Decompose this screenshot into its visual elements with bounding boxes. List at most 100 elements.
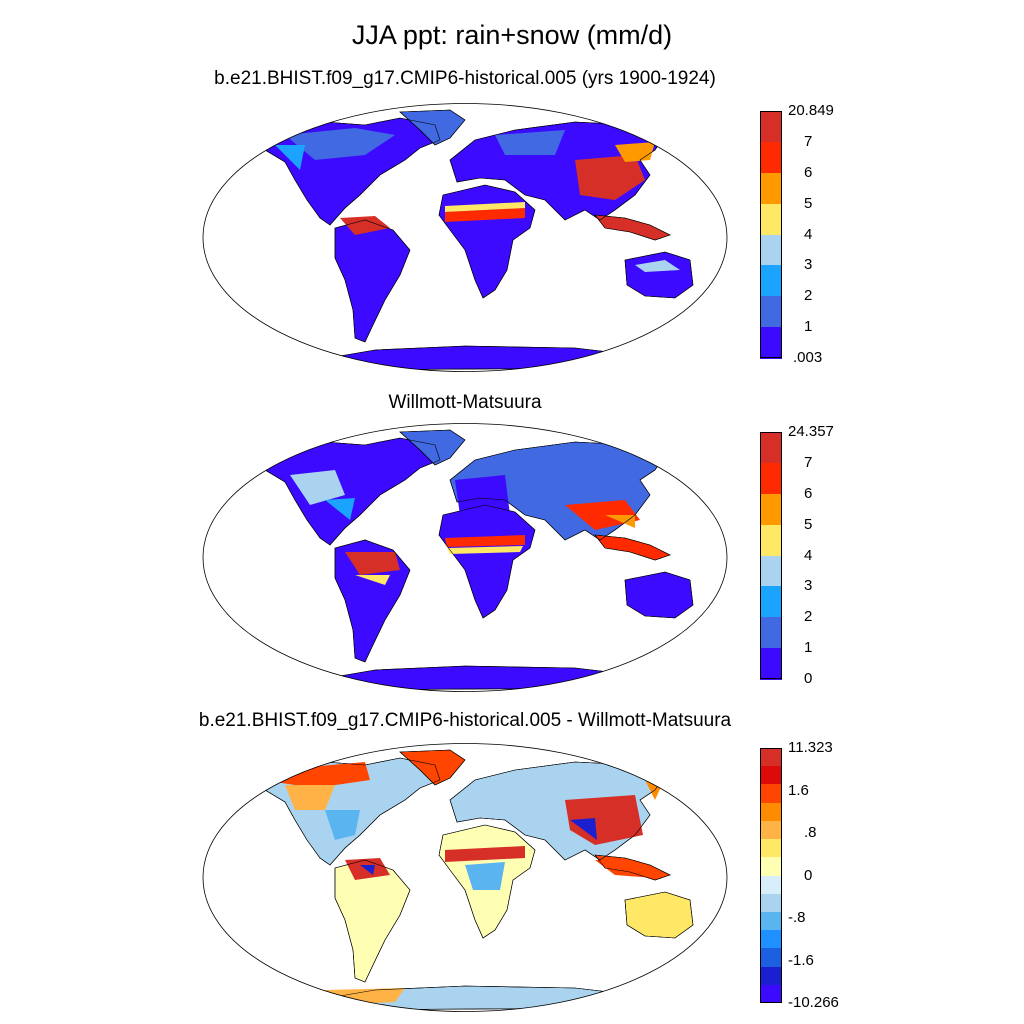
colorbar-swatch: [760, 617, 782, 649]
coastline-namerica: [249, 757, 441, 866]
precip-region: [465, 862, 505, 890]
colorbar-swatch: [760, 265, 782, 297]
panel-title-model: b.e21.BHIST.f09_g17.CMIP6-historical.005…: [214, 68, 716, 89]
coastline-eurasia: [449, 121, 666, 221]
colorbar-border: [760, 748, 782, 1003]
precip-region: [290, 470, 345, 505]
precip-region: [445, 846, 525, 862]
colorbar-swatch: [760, 784, 782, 804]
colorbar-obs: [760, 432, 782, 680]
colorbar-swatch: [760, 203, 782, 235]
precip-region: [570, 818, 597, 840]
continent-seasia: [594, 534, 671, 561]
map-land-layer: [249, 749, 694, 1011]
colorbar-label: 0: [804, 866, 813, 884]
colorbar-swatch: [760, 802, 782, 822]
precip-region: [495, 130, 565, 155]
colorbar-border: [760, 432, 782, 679]
continent-australia: [624, 891, 694, 939]
map-land-layer: [249, 109, 694, 371]
colorbar-swatch: [760, 296, 782, 328]
colorbar-diff: [760, 748, 782, 1004]
colorbar-swatch: [760, 839, 782, 858]
colorbar-label: 4: [804, 225, 813, 243]
coastline-africa: [438, 184, 536, 299]
colorbar-swatch: [760, 432, 782, 464]
colorbar-swatch: [760, 766, 782, 785]
colorbar-swatch: [760, 493, 782, 526]
panel-title-diff: b.e21.BHIST.f09_g17.CMIP6-historical.005…: [198, 710, 732, 731]
precip-region: [445, 202, 525, 212]
map-projection-border: [202, 423, 728, 692]
colorbar-swatch: [760, 327, 782, 359]
continent-samerica: [334, 219, 411, 343]
colorbar-label: -10.266: [788, 994, 839, 1011]
colorbar-label: 2: [804, 608, 813, 626]
coastline-australia: [624, 891, 694, 939]
precip-region: [635, 260, 680, 272]
colorbar-swatch: [760, 875, 782, 895]
map-projection-border: [202, 743, 728, 1012]
precip-region: [455, 475, 510, 515]
coastline-seasia: [594, 854, 671, 881]
colorbar-swatch: [760, 748, 782, 767]
coastline-greenland: [399, 429, 466, 466]
precip-region: [325, 498, 355, 520]
precip-region: [605, 515, 635, 528]
colorbar-swatch: [760, 966, 782, 986]
colorbar-swatch: [760, 586, 782, 618]
coastline-eurasia: [449, 761, 666, 861]
colorbar-label: 0: [804, 670, 813, 687]
colorbar-label: 24.357: [788, 423, 834, 440]
colorbar-model: [760, 111, 782, 359]
precip-region: [340, 216, 390, 235]
colorbar-swatch: [760, 648, 782, 680]
continent-antarctica: [304, 665, 651, 691]
map-land-layer: [249, 429, 694, 691]
colorbar-label: 6: [804, 163, 813, 181]
colorbar-label: 4: [804, 546, 813, 564]
colorbar-swatch: [760, 984, 782, 1004]
colorbar-swatch: [760, 930, 782, 949]
colorbar-swatch: [760, 462, 782, 495]
precip-region: [355, 575, 390, 585]
world-map-model: [202, 103, 728, 372]
precip-region: [565, 500, 640, 530]
precip-region: [285, 128, 395, 160]
coastline-africa: [438, 504, 536, 619]
precip-region: [325, 810, 360, 840]
panel-title-obs: Willmott-Matsuura: [388, 392, 542, 413]
colorbar-label: 3: [804, 577, 813, 595]
coastline-seasia: [594, 214, 671, 241]
colorbar-label: 20.849: [788, 102, 834, 119]
colorbar-label: 1.6: [788, 781, 809, 799]
colorbar-label: .8: [804, 824, 817, 841]
colorbar-swatch: [760, 555, 782, 587]
colorbar-label: 6: [804, 484, 813, 502]
coastline-samerica: [334, 219, 411, 343]
continent-seasia: [594, 214, 671, 241]
colorbar-label: 5: [804, 515, 813, 533]
colorbar-swatch: [760, 820, 782, 840]
continent-namerica: [249, 437, 441, 546]
colorbar-label: -1.6: [788, 951, 814, 969]
colorbar-label: 1: [804, 318, 813, 336]
colorbar-swatch: [760, 893, 782, 913]
coastline-samerica: [334, 539, 411, 663]
colorbar-swatch: [760, 857, 782, 876]
main-title: JJA ppt: rain+snow (mm/d): [351, 20, 673, 50]
precip-region: [360, 865, 375, 875]
coastline-australia: [624, 571, 694, 619]
coastline-greenland: [399, 109, 466, 146]
precip-region: [447, 546, 523, 554]
colorbar-label: .003: [793, 349, 823, 366]
colorbar-border: [760, 111, 782, 358]
colorbar-swatch: [760, 948, 782, 968]
world-map-diff: [202, 743, 728, 1012]
precip-region: [275, 145, 305, 170]
coastline-seasia: [594, 534, 671, 561]
coastline-eurasia: [449, 441, 666, 541]
coastline-samerica: [334, 859, 411, 983]
colorbar-swatch: [760, 234, 782, 266]
precip-region: [345, 552, 400, 575]
